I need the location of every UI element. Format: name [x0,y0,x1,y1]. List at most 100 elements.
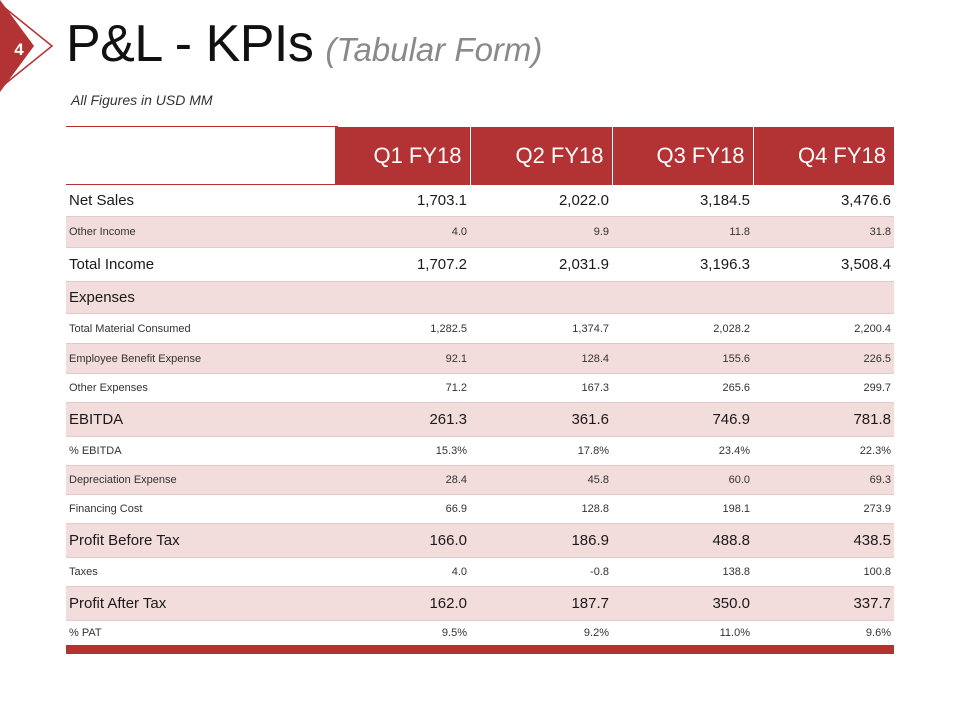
value-cell [612,281,753,314]
units-note: All Figures in USD MM [71,92,213,108]
table-row: Total Material Consumed 1,282.5 1,374.7 2,0… [66,313,894,344]
table-row: Other Expenses 71.2 167.3 265.6 299.7 [66,373,894,403]
table-row: Profit After Tax 162.0 187.7 350.0 337.7 [66,586,894,621]
value-cell: 1,282.5 [336,313,470,344]
value-cell: 361.6 [470,402,612,437]
table-row: Employee Benefit Expense 92.1 128.4 155.6 22… [66,343,894,374]
slide-number-badge: 4 [0,0,70,100]
value-cell [470,281,612,314]
row-label: Employee Benefit Expense [66,343,336,374]
value-cell: 488.8 [612,523,753,558]
value-cell: 746.9 [612,402,753,437]
value-cell: 9.2% [470,620,612,650]
value-cell: 15.3% [336,436,470,466]
value-cell: 92.1 [336,343,470,374]
value-cell: 23.4% [612,436,753,466]
row-label: Profit Before Tax [66,523,336,558]
value-cell: 60.0 [612,465,753,495]
page-title: P&L - KPIs [66,15,314,73]
value-cell: 9.5% [336,620,470,650]
column-header: Q3 FY18 [611,126,753,185]
kpi-table: Q1 FY18 Q2 FY18 Q3 FY18 Q4 FY18 Net Sale… [66,126,894,654]
value-cell: 1,374.7 [470,313,612,344]
value-cell: 28.4 [336,465,470,495]
value-cell: 162.0 [336,586,470,621]
column-header: Q2 FY18 [469,126,612,185]
value-cell [336,281,470,314]
row-label: % EBITDA [66,436,336,466]
value-cell: 186.9 [470,523,612,558]
value-cell: 166.0 [336,523,470,558]
value-cell: 69.3 [753,465,894,495]
value-cell: 1,707.2 [336,247,470,282]
row-label: Other Income [66,216,336,248]
value-cell: 45.8 [470,465,612,495]
value-cell: 265.6 [612,373,753,403]
row-label: Net Sales [66,184,336,217]
value-cell: 71.2 [336,373,470,403]
row-label: Expenses [66,281,336,314]
column-header: Q4 FY18 [752,126,894,185]
value-cell: 66.9 [336,494,470,524]
row-label: Depreciation Expense [66,465,336,495]
value-cell: 17.8% [470,436,612,466]
value-cell: 3,184.5 [612,184,753,217]
value-cell: 4.0 [336,216,470,248]
value-cell [753,281,894,314]
value-cell: 9.9 [470,216,612,248]
row-label: Taxes [66,557,336,587]
table-row: % PAT 9.5% 9.2% 11.0% 9.6% [66,620,894,650]
row-label: Total Material Consumed [66,313,336,344]
row-label: % PAT [66,620,336,650]
value-cell: 22.3% [753,436,894,466]
value-cell: 350.0 [612,586,753,621]
value-cell: 781.8 [753,402,894,437]
value-cell: 11.8 [612,216,753,248]
table-row: Depreciation Expense 28.4 45.8 60.0 69.3 [66,465,894,495]
page-subtitle: (Tabular Form) [325,31,543,68]
value-cell: 138.8 [612,557,753,587]
header-blank-cell [66,126,336,185]
value-cell: 2,200.4 [753,313,894,344]
table-row: Profit Before Tax 166.0 186.9 488.8 438.5 [66,523,894,558]
value-cell: 198.1 [612,494,753,524]
table-body: Net Sales 1,703.1 2,022.0 3,184.5 3,476.6 Oth… [66,184,894,650]
arrow-badge-icon [0,0,54,92]
value-cell: 226.5 [753,343,894,374]
value-cell: 3,196.3 [612,247,753,282]
value-cell: 11.0% [612,620,753,650]
title-block: P&L - KPIs (Tabular Form) [66,14,542,74]
value-cell: 3,476.6 [753,184,894,217]
row-label: EBITDA [66,402,336,437]
value-cell: 337.7 [753,586,894,621]
value-cell: 128.8 [470,494,612,524]
value-cell: 4.0 [336,557,470,587]
column-header: Q1 FY18 [334,126,470,185]
row-label: Financing Cost [66,494,336,524]
value-cell: 100.8 [753,557,894,587]
value-cell: 187.7 [470,586,612,621]
row-label: Profit After Tax [66,586,336,621]
value-cell: 1,703.1 [336,184,470,217]
value-cell: 261.3 [336,402,470,437]
value-cell: 273.9 [753,494,894,524]
table-row: Other Income 4.0 9.9 11.8 31.8 [66,216,894,248]
table-row: Net Sales 1,703.1 2,022.0 3,184.5 3,476.6 [66,184,894,217]
table-row: Taxes 4.0 -0.8 138.8 100.8 [66,557,894,587]
value-cell: 438.5 [753,523,894,558]
table-row: % EBITDA 15.3% 17.8% 23.4% 22.3% [66,436,894,466]
value-cell: -0.8 [470,557,612,587]
row-label: Other Expenses [66,373,336,403]
table-row: Total Income 1,707.2 2,031.9 3,196.3 3,508.4 [66,247,894,282]
value-cell: 3,508.4 [753,247,894,282]
value-cell: 9.6% [753,620,894,650]
value-cell: 2,028.2 [612,313,753,344]
value-cell: 299.7 [753,373,894,403]
value-cell: 155.6 [612,343,753,374]
row-label: Total Income [66,247,336,282]
table-row: Expenses [66,281,894,314]
value-cell: 2,031.9 [470,247,612,282]
value-cell: 31.8 [753,216,894,248]
table-header-row: Q1 FY18 Q2 FY18 Q3 FY18 Q4 FY18 [66,126,894,185]
value-cell: 167.3 [470,373,612,403]
